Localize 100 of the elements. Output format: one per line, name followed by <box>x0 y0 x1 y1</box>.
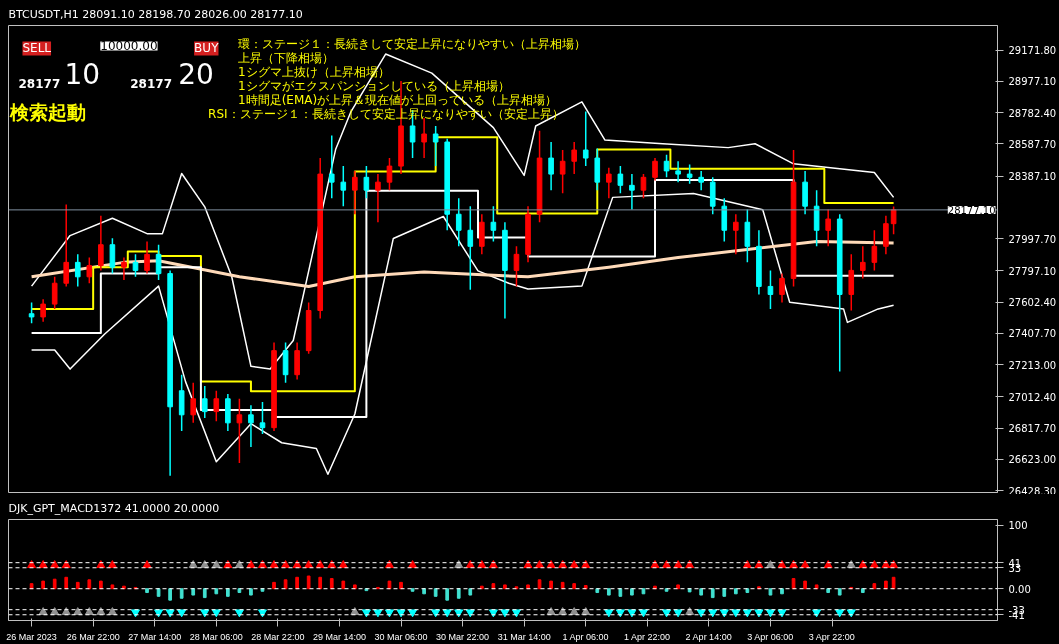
x-tick-label: 30 Mar 22:00 <box>436 631 490 642</box>
candlestick <box>559 149 566 195</box>
bar <box>549 580 553 590</box>
bar <box>595 588 600 594</box>
bar <box>572 583 577 590</box>
candlestick <box>155 243 162 281</box>
candlestick <box>340 165 347 207</box>
candlestick <box>582 110 589 167</box>
candlestick <box>733 213 739 256</box>
candlestick <box>74 253 81 288</box>
bar <box>664 588 669 592</box>
bar <box>803 580 807 590</box>
y-tick-label: 27797.10 <box>1008 265 1057 277</box>
y-tick-label: 27213.00 <box>1008 359 1057 371</box>
candlestick <box>490 205 497 243</box>
candlestick <box>248 404 254 448</box>
bar <box>410 588 415 592</box>
bar <box>676 584 680 590</box>
bar <box>329 578 334 590</box>
y-tick-label: 27997.70 <box>1008 233 1057 245</box>
candlestick <box>432 125 439 167</box>
x-tick-label: 26 Mar 22:00 <box>66 631 120 642</box>
x-tick-label: 30 Mar 06:00 <box>374 631 428 642</box>
y-tick-label: 26817.70 <box>1008 423 1057 435</box>
annotation: 環：ステージ１：長続きして安定上昇になりやすい（上昇相場） <box>238 37 587 52</box>
candlestick <box>201 385 208 419</box>
y-tick-label: 26623.00 <box>1008 454 1057 466</box>
bar <box>872 583 877 590</box>
x-tick-label: 27 Mar 14:00 <box>128 631 182 642</box>
bar <box>860 588 865 594</box>
candlestick <box>663 154 670 179</box>
bar <box>260 588 265 592</box>
y-tick-label: 28587.70 <box>1008 138 1057 150</box>
candlestick <box>363 165 370 199</box>
bar <box>768 588 773 596</box>
candlestick <box>40 298 46 323</box>
annotation: 10 <box>64 58 101 92</box>
bar <box>145 588 149 594</box>
x-tick-label: 1 Apr 22:00 <box>624 631 671 642</box>
bar <box>202 588 207 599</box>
bar <box>64 576 69 590</box>
candlestick <box>132 253 139 278</box>
x-tick-label: 26 Mar 2023 <box>6 631 57 642</box>
bar <box>433 588 438 597</box>
annotation: 検索起動 <box>9 101 87 124</box>
y-tick-label: 27407.70 <box>1008 328 1057 340</box>
candlestick <box>825 208 831 248</box>
bar <box>422 588 426 595</box>
bar <box>733 588 738 595</box>
bar <box>745 588 750 594</box>
bar <box>560 581 565 590</box>
candlestick <box>883 215 889 256</box>
bar <box>791 578 796 590</box>
y-tick-label: 28387.10 <box>1008 171 1057 183</box>
candlestick <box>352 170 358 215</box>
bar <box>283 579 288 590</box>
candlestick <box>871 229 878 272</box>
candlestick <box>767 269 774 310</box>
y-tick-label: 27602.40 <box>1008 297 1057 309</box>
candlestick <box>606 166 612 199</box>
ref-line-label: 28177.10 <box>947 204 996 216</box>
bar <box>306 575 311 590</box>
candlestick <box>686 163 693 185</box>
line-series <box>30 240 896 288</box>
candlestick <box>328 134 335 199</box>
bar <box>537 579 542 590</box>
bar <box>168 588 172 601</box>
bar <box>456 588 461 599</box>
annotation: BUY <box>194 41 220 56</box>
bar <box>341 580 346 590</box>
bar <box>318 576 323 590</box>
bar <box>399 581 403 590</box>
candlestick <box>629 173 635 211</box>
bar <box>226 588 230 597</box>
bar <box>826 588 831 594</box>
bar <box>780 588 784 595</box>
annotation: SELL <box>22 41 52 56</box>
x-tick-label: 3 Apr 22:00 <box>808 631 855 642</box>
candlestick <box>28 301 35 325</box>
annotation: 28177 <box>130 77 172 92</box>
bar <box>641 588 646 595</box>
candlestick <box>890 205 897 235</box>
candlestick <box>121 256 127 281</box>
annotation: 10000.00 <box>100 39 158 54</box>
bar <box>249 588 253 596</box>
bar <box>41 580 45 590</box>
bar <box>710 588 715 599</box>
candlestick <box>640 173 647 199</box>
bar <box>503 584 507 590</box>
annotation: 28177 <box>18 77 61 92</box>
bar <box>837 588 842 596</box>
y-tick-label: 27012.40 <box>1008 391 1057 403</box>
candlestick <box>236 398 243 464</box>
chart-title: DJK_GPT_MACD1372 41.0000 20.0000 <box>8 501 220 515</box>
annotation: 20 <box>178 58 214 92</box>
annotation: 上昇（下降相場） <box>238 51 335 66</box>
y-tick-label: 29171.80 <box>1008 45 1057 57</box>
candlestick <box>386 157 393 191</box>
bar <box>618 588 623 597</box>
y-tick-label: 28782.40 <box>1008 107 1057 119</box>
